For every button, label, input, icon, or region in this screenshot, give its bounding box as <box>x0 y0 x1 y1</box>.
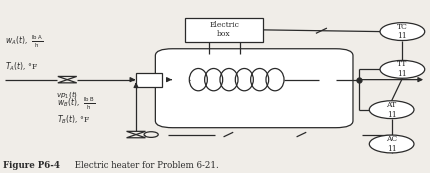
Circle shape <box>369 135 413 153</box>
Text: $T_A(t)$, °F: $T_A(t)$, °F <box>5 61 38 73</box>
Text: TC
11: TC 11 <box>396 23 407 40</box>
Text: Figure P6-4: Figure P6-4 <box>3 161 60 170</box>
Bar <box>136 73 161 86</box>
Text: AT
11: AT 11 <box>386 101 396 119</box>
Text: $vp_1(t)$: $vp_1(t)$ <box>56 89 78 100</box>
Circle shape <box>379 23 424 40</box>
Text: $w_A(t)$,  $\frac{\mathrm{lb\ A}}{\mathrm{h}}$: $w_A(t)$, $\frac{\mathrm{lb\ A}}{\mathrm… <box>5 34 43 50</box>
Text: Electric
box: Electric box <box>209 21 239 38</box>
Circle shape <box>379 60 424 78</box>
Circle shape <box>369 101 413 119</box>
Text: $T_B(t)$, °F: $T_B(t)$, °F <box>56 114 89 126</box>
Bar <box>185 18 262 42</box>
Text: TT
11: TT 11 <box>396 60 407 78</box>
Text: AC
11: AC 11 <box>385 135 396 153</box>
Text: $w_B(t)$,  $\frac{\mathrm{lb\ B}}{\mathrm{h}}$: $w_B(t)$, $\frac{\mathrm{lb\ B}}{\mathrm… <box>56 95 95 112</box>
Text: Electric heater for Problem 6-21.: Electric heater for Problem 6-21. <box>71 161 218 170</box>
FancyBboxPatch shape <box>155 49 352 128</box>
